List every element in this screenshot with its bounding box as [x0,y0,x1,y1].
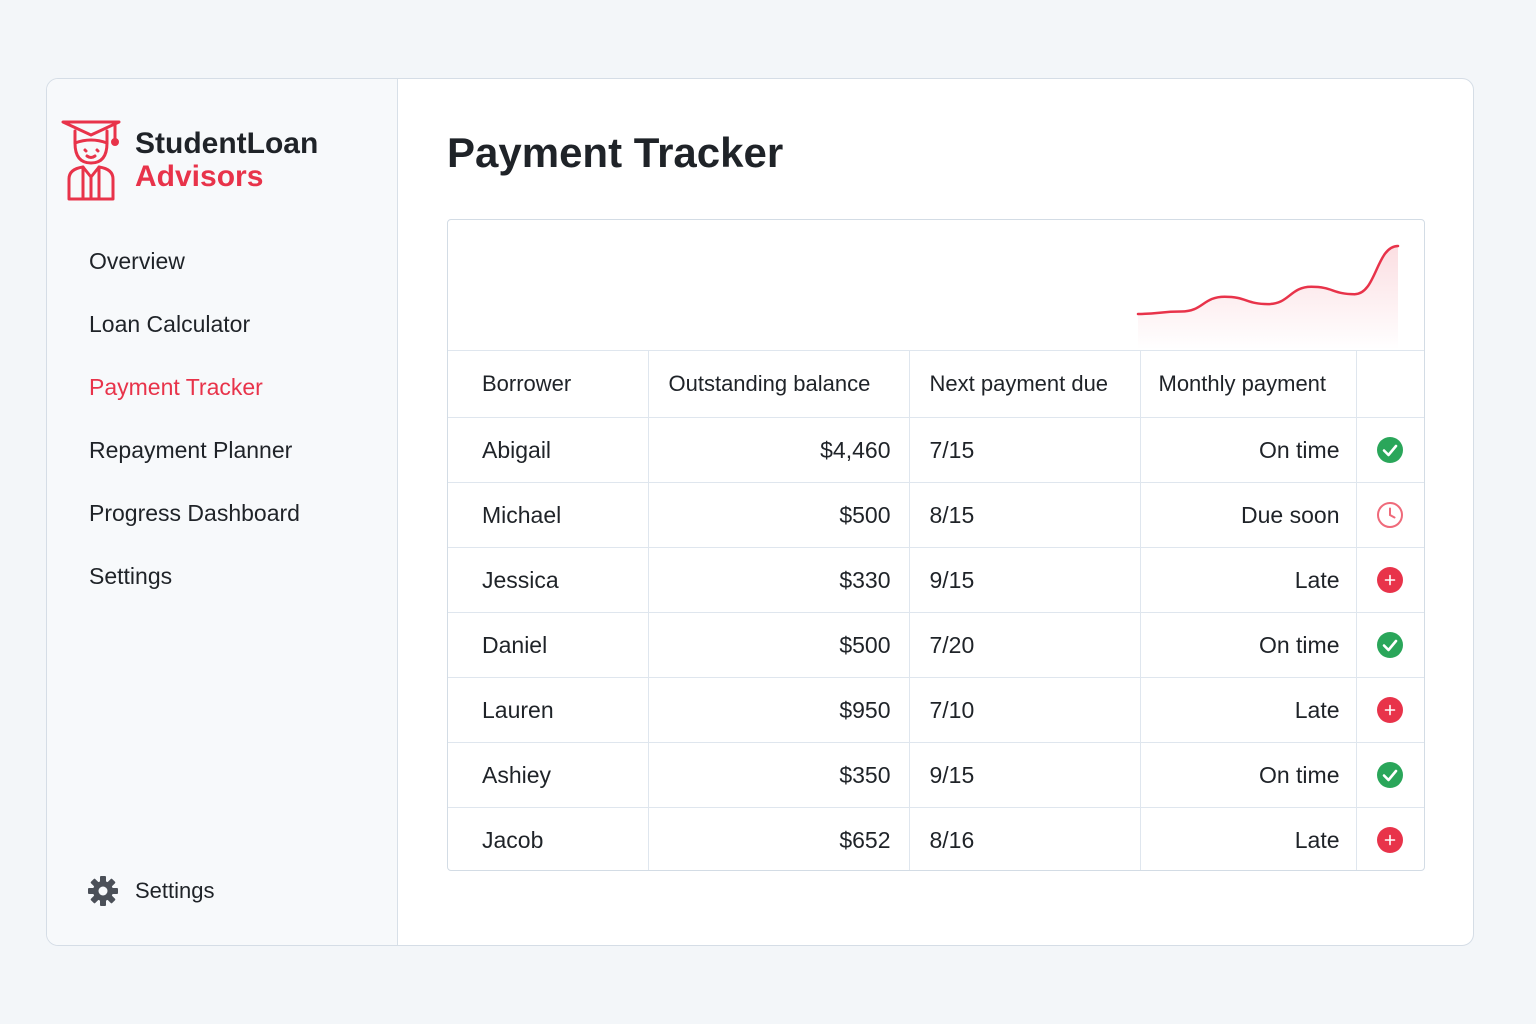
cell-status-icon [1355,547,1424,613]
column-header-next-payment-due[interactable]: Next payment due [908,350,1140,418]
payment-sparkline [1136,244,1400,350]
table-row[interactable]: Michael $500 8/15 Due soon [448,482,1424,548]
cell-status: Late [1139,547,1356,613]
cell-borrower: Jessica [448,547,648,613]
sparkline-area-fill [1138,246,1398,350]
alert-circle-icon [1377,567,1404,594]
cell-status-icon [1355,482,1424,548]
cell-status-icon [1355,677,1424,743]
cell-balance: $500 [647,612,909,678]
cell-due: 9/15 [908,742,1140,808]
cell-status-icon [1355,807,1424,870]
app-window: StudentLoan Advisors Overview Loan Calcu… [46,78,1474,946]
cell-balance: $350 [647,742,909,808]
cell-status: On time [1139,742,1356,808]
cell-borrower: Daniel [448,612,648,678]
check-circle-icon [1377,762,1404,789]
cell-status: Late [1139,807,1356,870]
column-header-monthly-payment[interactable]: Monthly payment [1139,350,1356,418]
check-circle-icon [1377,632,1404,659]
cell-borrower: Lauren [448,677,648,743]
brand: StudentLoan Advisors [61,117,318,201]
payment-panel: Borrower Outstanding balance Next paymen… [447,219,1425,871]
cell-status-icon [1355,742,1424,808]
footer-settings-link[interactable]: Settings [87,875,215,907]
cell-status: Late [1139,677,1356,743]
sidebar-item-settings[interactable]: Settings [89,563,173,589]
clock-icon [1377,502,1404,529]
cell-balance: $652 [647,807,909,870]
column-header-outstanding-balance[interactable]: Outstanding balance [647,350,909,418]
brand-name-line2: Advisors [135,160,264,193]
table-header-row: Borrower Outstanding balance Next paymen… [448,350,1424,418]
cell-due: 7/10 [908,677,1140,743]
column-header-status-icon [1355,350,1424,418]
sidebar-nav: Overview Loan Calculator Payment Tracker… [89,239,300,617]
cell-due: 9/15 [908,547,1140,613]
table-row[interactable]: Abigail $4,460 7/15 On time [448,417,1424,483]
graduate-icon [61,120,121,201]
cell-balance: $950 [647,677,909,743]
table-row[interactable]: Jacob $652 8/16 Late [448,807,1424,870]
alert-circle-icon [1377,827,1404,854]
cell-status: On time [1139,612,1356,678]
cell-due: 8/15 [908,482,1140,548]
cell-due: 8/16 [908,807,1140,870]
table-row[interactable]: Jessica $330 9/15 Late [448,547,1424,613]
cell-balance: $500 [647,482,909,548]
cell-borrower: Abigail [448,417,648,483]
sidebar-item-progress-dashboard[interactable]: Progress Dashboard [89,500,300,526]
table-row[interactable]: Lauren $950 7/10 Late [448,677,1424,743]
cell-status: On time [1139,417,1356,483]
main-content: Payment Tracker [397,79,1473,945]
cell-due: 7/20 [908,612,1140,678]
cell-balance: $330 [647,547,909,613]
sidebar-item-overview[interactable]: Overview [89,248,185,274]
cell-status-icon [1355,417,1424,483]
cell-status-icon [1355,612,1424,678]
sidebar: StudentLoan Advisors Overview Loan Calcu… [47,79,398,945]
table-row[interactable]: Daniel $500 7/20 On time [448,612,1424,678]
alert-circle-icon [1377,697,1404,724]
page-title: Payment Tracker [447,129,784,176]
gear-icon [88,876,118,906]
check-circle-icon [1377,437,1404,464]
cell-status: Due soon [1139,482,1356,548]
sidebar-item-payment-tracker[interactable]: Payment Tracker [89,374,263,400]
table-row[interactable]: Ashiey $350 9/15 On time [448,742,1424,808]
sidebar-item-repayment-planner[interactable]: Repayment Planner [89,437,293,463]
cell-borrower: Ashiey [448,742,648,808]
payments-table: Borrower Outstanding balance Next paymen… [448,350,1424,870]
cell-balance: $4,460 [647,417,909,483]
cell-borrower: Jacob [448,807,648,870]
cell-borrower: Michael [448,482,648,548]
brand-name-line1: StudentLoan [135,127,319,160]
sidebar-item-loan-calculator[interactable]: Loan Calculator [89,311,251,337]
sparkline-line [1136,244,1400,316]
footer-settings-label: Settings [135,878,215,903]
cell-due: 7/15 [908,417,1140,483]
column-header-borrower[interactable]: Borrower [448,350,648,418]
